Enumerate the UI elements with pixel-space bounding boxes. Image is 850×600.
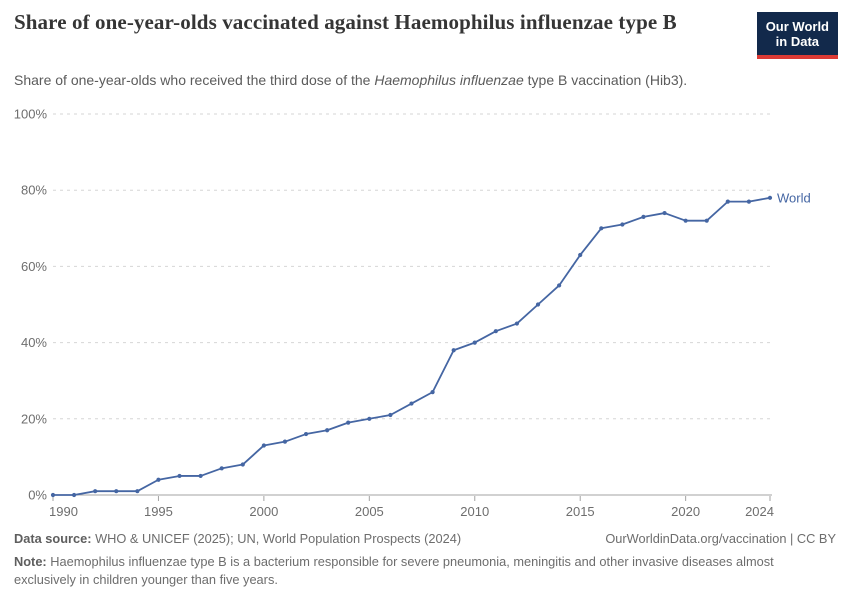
- data-point: [472, 340, 477, 345]
- data-source-text: WHO & UNICEF (2025); UN, World Populatio…: [91, 531, 462, 546]
- chart-subtitle: Share of one-year-olds who received the …: [14, 71, 774, 89]
- data-point: [261, 443, 266, 448]
- data-point: [219, 466, 224, 471]
- data-point: [282, 439, 288, 444]
- line-chart-svg[interactable]: 0% 20% 40% 60% 80% 100% 1990 1995 2000 2005 2010 20…: [0, 96, 850, 536]
- x-axis-labels: 1990 1995 2000 2005 2010 2015 2020 2024: [49, 504, 774, 519]
- data-point: [725, 199, 730, 204]
- x-tick-label: 1990: [49, 504, 78, 519]
- x-tick-label: 2024: [745, 504, 774, 519]
- y-tick-label: 20%: [21, 411, 47, 426]
- x-tick-label: 2000: [249, 504, 278, 519]
- data-point: [451, 348, 456, 353]
- data-point: [50, 492, 56, 498]
- data-point: [367, 416, 372, 421]
- subtitle-text-italic: Haemophilus influenzae: [374, 72, 524, 88]
- series-line-world[interactable]: [52, 196, 771, 496]
- x-tick-label: 2020: [671, 504, 700, 519]
- gridlines: [53, 113, 772, 496]
- y-tick-label: 100%: [14, 107, 48, 122]
- owid-logo-line1: Our World: [765, 19, 829, 34]
- x-tick-label: 1995: [144, 504, 173, 519]
- data-point: [767, 195, 773, 200]
- y-tick-label: 80%: [21, 183, 47, 198]
- data-point: [704, 218, 709, 223]
- y-tick-label: 40%: [21, 335, 47, 350]
- data-point: [578, 252, 583, 258]
- data-point: [683, 218, 688, 223]
- data-point: [388, 412, 393, 418]
- series-markers-world[interactable]: [50, 195, 773, 498]
- x-tick-label: 2015: [566, 504, 595, 519]
- data-point: [557, 283, 562, 288]
- y-tick-label: 0%: [28, 488, 47, 503]
- data-point: [135, 489, 140, 494]
- data-point: [177, 473, 182, 479]
- data-point: [240, 462, 245, 467]
- data-point: [114, 489, 119, 494]
- x-tick-label: 2010: [460, 504, 489, 519]
- y-tick-label: 60%: [21, 259, 47, 274]
- chart-title: Share of one-year-olds vaccinated agains…: [14, 10, 677, 34]
- data-point: [662, 210, 667, 216]
- data-point: [303, 431, 309, 437]
- note-line: Note: Haemophilus influenzae type B is a…: [14, 553, 812, 589]
- x-axis-ticks: [52, 496, 771, 501]
- data-source-label: Data source:: [14, 531, 92, 546]
- chart-footer: Data source: WHO & UNICEF (2025); UN, Wo…: [14, 531, 836, 589]
- data-point: [156, 477, 161, 482]
- data-source-line: Data source: WHO & UNICEF (2025); UN, Wo…: [14, 531, 461, 546]
- data-point: [346, 420, 351, 425]
- data-point: [514, 321, 520, 326]
- data-point: [430, 390, 435, 395]
- x-tick-label: 2005: [355, 504, 384, 519]
- source-row: Data source: WHO & UNICEF (2025); UN, Wo…: [14, 531, 836, 546]
- data-point: [620, 222, 625, 227]
- subtitle-text-post: type B vaccination (Hib3).: [523, 72, 688, 88]
- note-text: Haemophilus influenzae type B is a bacte…: [14, 554, 774, 587]
- data-point: [325, 428, 330, 433]
- data-point: [641, 214, 646, 219]
- owid-url-link[interactable]: OurWorldinData.org/vaccination | CC BY: [605, 531, 836, 546]
- note-label: Note:: [14, 554, 47, 569]
- data-point: [746, 199, 752, 204]
- y-axis-labels: 0% 20% 40% 60% 80% 100%: [14, 107, 48, 503]
- data-point: [409, 401, 414, 406]
- data-point: [599, 226, 604, 231]
- series-label-world[interactable]: World: [777, 190, 811, 205]
- chart-canvas[interactable]: 0% 20% 40% 60% 80% 100% 1990 1995 2000 2005 2010 20…: [0, 96, 850, 536]
- owid-logo[interactable]: Our World in Data: [756, 12, 838, 59]
- data-point: [71, 492, 77, 498]
- subtitle-text-pre: Share of one-year-olds who received the …: [14, 72, 375, 88]
- data-point: [93, 489, 98, 494]
- data-point: [535, 302, 541, 307]
- owid-logo-line2: in Data: [775, 34, 820, 50]
- data-point: [493, 329, 498, 334]
- data-point: [198, 473, 203, 479]
